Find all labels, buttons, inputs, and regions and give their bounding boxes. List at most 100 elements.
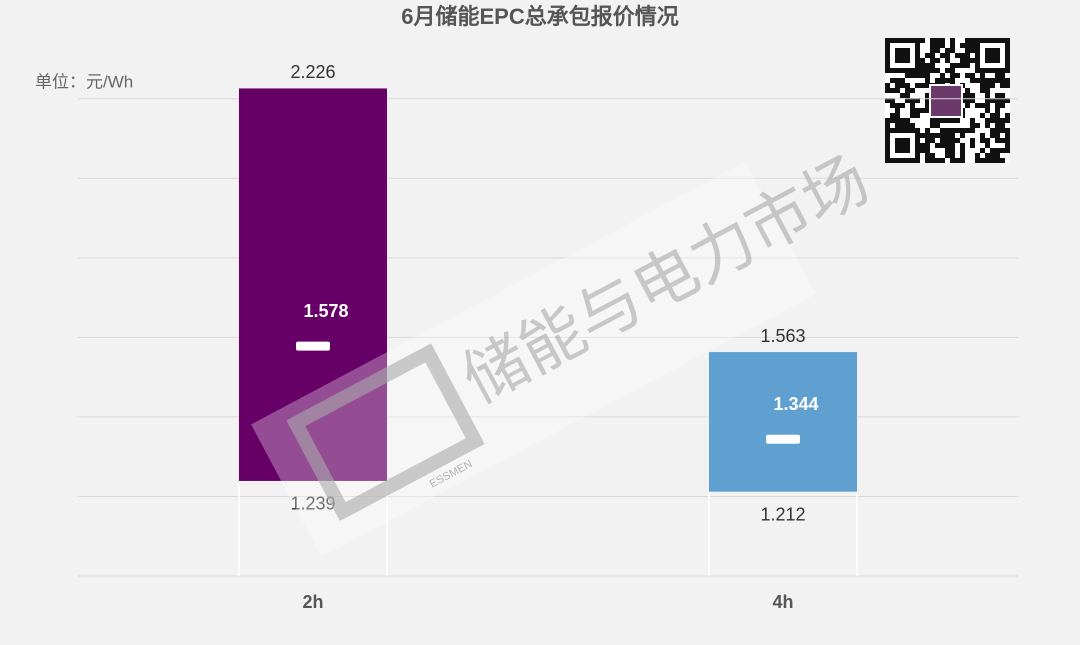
- qr-cell: [950, 63, 955, 68]
- qr-cell: [990, 118, 995, 123]
- qr-cell: [965, 53, 970, 58]
- qr-cell: [890, 103, 895, 108]
- qr-cell: [910, 103, 915, 108]
- qr-code: [885, 38, 1010, 163]
- qr-cell: [930, 53, 935, 58]
- qr-cell: [925, 73, 930, 78]
- qr-cell: [980, 113, 985, 118]
- qr-cell: [945, 133, 950, 138]
- qr-cell: [985, 93, 990, 98]
- qr-cell: [915, 108, 920, 113]
- qr-cell: [925, 128, 930, 133]
- qr-cell: [950, 118, 955, 123]
- qr-cell: [980, 88, 985, 93]
- qr-cell: [925, 138, 930, 143]
- qr-cell: [990, 98, 995, 103]
- qr-cell: [940, 138, 945, 143]
- qr-cell: [945, 78, 950, 83]
- qr-cell: [900, 78, 905, 83]
- qr-cell: [1000, 148, 1005, 153]
- qr-cell: [960, 63, 965, 68]
- qr-cell: [895, 78, 900, 83]
- qr-cell: [995, 73, 1000, 78]
- high-label: 1.563: [760, 326, 805, 346]
- qr-cell: [985, 123, 990, 128]
- qr-cell: [1000, 138, 1005, 143]
- qr-cell: [920, 58, 925, 63]
- qr-cell: [980, 73, 985, 78]
- qr-cell: [995, 108, 1000, 113]
- qr-cell: [980, 103, 985, 108]
- qr-cell: [935, 68, 940, 73]
- qr-cell: [995, 128, 1000, 133]
- qr-finder-core: [895, 138, 910, 153]
- qr-cell: [1005, 128, 1010, 133]
- qr-cell: [950, 143, 955, 148]
- qr-cell: [885, 118, 890, 123]
- qr-cell: [945, 153, 950, 158]
- qr-cell: [930, 118, 935, 123]
- qr-cell: [935, 38, 940, 43]
- qr-finder: [885, 38, 920, 73]
- qr-cell: [945, 68, 950, 73]
- qr-cell: [960, 158, 965, 163]
- qr-cell: [1005, 98, 1010, 103]
- qr-cell: [885, 83, 890, 88]
- x-tick-label: 4h: [772, 592, 793, 612]
- qr-cell: [945, 53, 950, 58]
- qr-cell: [970, 128, 975, 133]
- qr-cell: [930, 68, 935, 73]
- chart-title: 6月储能EPC总承包报价情况: [401, 4, 678, 29]
- qr-cell: [945, 118, 950, 123]
- qr-cell: [950, 48, 955, 53]
- qr-cell: [1000, 73, 1005, 78]
- qr-cell: [885, 88, 890, 93]
- qr-cell: [1000, 78, 1005, 83]
- qr-cell: [945, 138, 950, 143]
- qr-cell: [950, 68, 955, 73]
- qr-cell: [885, 123, 890, 128]
- qr-cell: [955, 118, 960, 123]
- qr-cell: [895, 108, 900, 113]
- qr-cell: [895, 103, 900, 108]
- qr-cell: [935, 43, 940, 48]
- qr-cell: [965, 128, 970, 133]
- qr-cell: [925, 153, 930, 158]
- qr-cell: [985, 88, 990, 93]
- qr-cell: [950, 158, 955, 163]
- qr-cell: [935, 78, 940, 83]
- qr-cell: [900, 93, 905, 98]
- qr-cell: [1005, 143, 1010, 148]
- qr-cell: [890, 88, 895, 93]
- qr-cell: [905, 98, 910, 103]
- qr-cell: [925, 78, 930, 83]
- qr-cell: [985, 118, 990, 123]
- qr-cell: [980, 133, 985, 138]
- qr-cell: [920, 68, 925, 73]
- qr-cell: [980, 158, 985, 163]
- qr-cell: [900, 123, 905, 128]
- qr-cell: [970, 58, 975, 63]
- qr-cell: [910, 108, 915, 113]
- qr-finder: [975, 38, 1010, 73]
- qr-cell: [955, 63, 960, 68]
- qr-cell: [995, 138, 1000, 143]
- qr-cell: [995, 98, 1000, 103]
- qr-cell: [925, 103, 930, 108]
- low-label: 1.239: [290, 494, 335, 514]
- qr-cell: [1000, 103, 1005, 108]
- qr-cell: [960, 43, 965, 48]
- qr-cell: [975, 153, 980, 158]
- qr-cell: [920, 143, 925, 148]
- qr-cell: [925, 158, 930, 163]
- qr-cell: [945, 148, 950, 153]
- high-label: 2.226: [290, 62, 335, 82]
- qr-cell: [920, 63, 925, 68]
- qr-cell: [965, 38, 970, 43]
- watermark-logo: [286, 343, 485, 522]
- qr-cell: [955, 73, 960, 78]
- qr-cell: [1005, 148, 1010, 153]
- qr-cell: [975, 158, 980, 163]
- qr-cell: [1005, 78, 1010, 83]
